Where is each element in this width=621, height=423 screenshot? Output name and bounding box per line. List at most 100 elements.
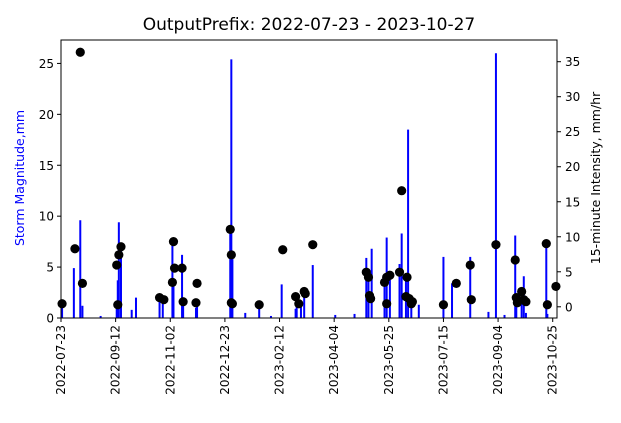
- bar-25: [280, 284, 283, 318]
- bar-48: [487, 311, 490, 318]
- point-29: [363, 272, 374, 282]
- point-56: [551, 281, 561, 292]
- x-tick-label-5: 2023-04-04: [327, 325, 341, 395]
- y-right-tick-label-6: 30: [565, 90, 580, 104]
- bar-15: [181, 254, 184, 318]
- x-tick-label-4: 2023-02-12: [273, 325, 287, 395]
- point-42: [407, 297, 417, 307]
- point-14: [178, 297, 188, 307]
- point-27: [308, 240, 318, 250]
- point-39: [402, 272, 412, 282]
- point-35: [385, 270, 395, 280]
- y-left-tick-label-0: 0: [46, 312, 54, 326]
- bar-23: [258, 304, 261, 318]
- point-21: [254, 300, 264, 310]
- point-36: [394, 267, 405, 277]
- point-46: [466, 295, 476, 305]
- x-axis-ticks: 2022-07-23 2022-09-12 2022-11-02 2022-12-23…: [54, 318, 560, 395]
- y-right-tick-label-7: 35: [565, 55, 580, 69]
- bar-56: [545, 243, 548, 318]
- bar-47: [469, 256, 472, 318]
- bar-11: [158, 297, 161, 318]
- bar-44: [417, 304, 420, 318]
- y-left-tick-label-3: 15: [39, 159, 54, 173]
- bar-42: [407, 129, 410, 318]
- bar-46: [451, 283, 454, 318]
- point-4: [112, 260, 122, 270]
- bar-1: [72, 268, 75, 318]
- chart-title: OutputPrefix: 2022-07-23 - 2023-10-27: [143, 15, 476, 35]
- plot-frame: [60, 39, 558, 319]
- x-tick-label-7: 2023-07-15: [436, 325, 450, 395]
- x-tick-label-3: 2022-12-23: [218, 325, 232, 395]
- x-tick-label-0: 2022-07-23: [54, 325, 68, 395]
- x-tick-label-2: 2022-11-02: [163, 325, 177, 395]
- y-left-tick-label-5: 25: [39, 57, 54, 71]
- y-right-tick-label-0: 0: [565, 300, 573, 314]
- bar-24: [269, 315, 272, 318]
- bar-29: [303, 291, 306, 318]
- point-5: [113, 300, 123, 310]
- bar-5: [115, 304, 118, 318]
- point-11: [168, 237, 179, 247]
- bar-32: [353, 313, 356, 318]
- point-47: [491, 240, 501, 250]
- bar-55: [524, 312, 527, 318]
- point-45: [465, 260, 475, 270]
- bar-21: [231, 254, 234, 318]
- bar-28: [299, 302, 302, 318]
- y-right-tick-label-3: 15: [565, 195, 580, 209]
- y-right-tick-label-4: 20: [565, 160, 580, 174]
- bar-26: [294, 308, 297, 318]
- point-13: [177, 263, 187, 273]
- bar-14: [172, 284, 175, 318]
- point-23: [291, 292, 301, 302]
- point-7: [116, 242, 126, 252]
- bar-22: [244, 312, 247, 318]
- point-18: [226, 250, 236, 260]
- bar-31: [334, 314, 337, 318]
- x-tick-label-1: 2022-09-12: [109, 325, 123, 395]
- point-3: [77, 278, 88, 288]
- y-right-tick-label-2: 10: [565, 230, 580, 244]
- bar-10: [134, 297, 137, 318]
- bar-0: [61, 303, 64, 318]
- point-12: [169, 263, 180, 273]
- y-axis-left-label: Storm Magnitude,mm: [12, 110, 27, 246]
- right-axis-ticks: 0 5 10 15 20 25 30 35: [557, 55, 580, 314]
- point-43: [438, 300, 449, 310]
- point-17: [225, 224, 235, 235]
- y-left-tick-label-1: 5: [46, 261, 54, 275]
- point-53: [521, 297, 531, 307]
- x-tick-label-8: 2023-09-04: [491, 325, 505, 395]
- y-left-tick-label-4: 20: [39, 108, 54, 122]
- point-0: [57, 299, 67, 309]
- bar-19: [229, 229, 232, 318]
- bar-3: [81, 305, 84, 318]
- point-10: [167, 277, 178, 287]
- point-24: [294, 299, 304, 309]
- y-left-tick-label-2: 10: [39, 210, 54, 224]
- bar-35: [370, 248, 373, 318]
- point-9: [159, 295, 169, 305]
- bar-30: [311, 265, 314, 318]
- point-54: [541, 239, 551, 249]
- bar-51: [514, 235, 517, 318]
- point-31: [366, 294, 376, 304]
- x-tick-label-9: 2023-10-25: [546, 325, 560, 395]
- bar-49: [494, 53, 497, 319]
- bar-45: [442, 256, 445, 318]
- point-20: [227, 299, 237, 309]
- bar-2: [79, 220, 82, 318]
- left-axis-ticks: 0 5 10 15 20 25: [39, 57, 61, 326]
- point-37: [397, 186, 407, 196]
- point-26: [300, 288, 310, 299]
- y-right-tick-label-5: 25: [565, 125, 580, 139]
- bar-38: [388, 275, 391, 318]
- bar-50: [503, 314, 506, 318]
- point-51: [517, 286, 527, 297]
- point-22: [278, 245, 288, 255]
- bar-53: [520, 302, 523, 318]
- bar-52: [515, 297, 518, 318]
